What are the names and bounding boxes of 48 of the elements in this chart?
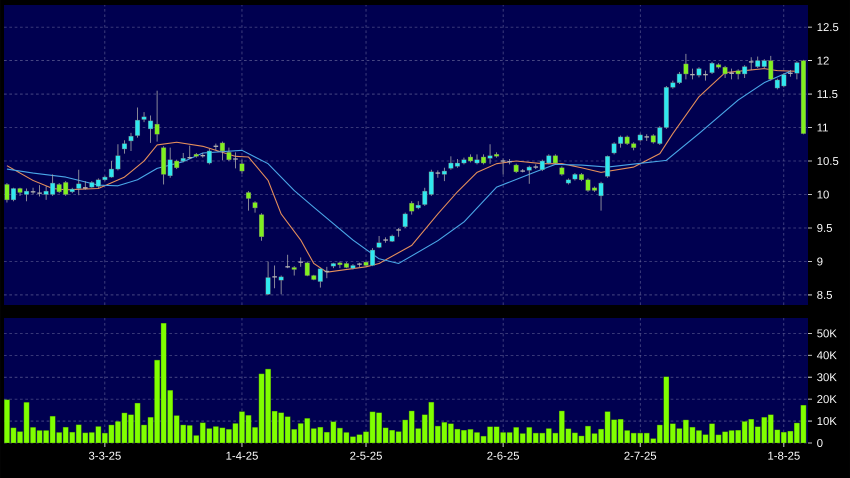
candlestick xyxy=(122,140,127,154)
candlestick xyxy=(239,159,244,174)
candlestick xyxy=(787,70,794,78)
y-tick-label: 20K xyxy=(817,395,837,404)
candlestick xyxy=(402,212,408,228)
x-tick-label: 2-5-25 xyxy=(350,452,382,460)
candlestick xyxy=(728,68,735,80)
x-tick-label: 3-3-25 xyxy=(88,452,121,460)
candlestick xyxy=(748,56,754,70)
y-tick-label: 10 xyxy=(818,190,829,199)
candlestick xyxy=(30,187,36,195)
x-tick-label: 2-6-25 xyxy=(487,452,520,460)
candlestick xyxy=(284,254,291,269)
y-tick-label: 40K xyxy=(816,351,837,360)
x-tick-label: 1-8-25 xyxy=(768,452,800,460)
candlestick xyxy=(220,141,225,161)
y-tick-label: 0 xyxy=(817,438,823,447)
y-tick-label: 10K xyxy=(818,417,837,426)
y-tick-label: 12.5 xyxy=(818,23,838,32)
candlestick xyxy=(186,145,193,160)
y-tick-label: 11.5 xyxy=(818,90,838,98)
y-tick-label: 10.5 xyxy=(818,157,838,166)
candlestick xyxy=(135,107,140,138)
candlestick xyxy=(212,143,219,151)
candlestick xyxy=(376,236,382,248)
candlestick xyxy=(246,190,251,211)
y-tick-label: 11 xyxy=(818,124,828,132)
candlestick xyxy=(689,68,696,80)
candlestick xyxy=(298,257,304,268)
candlestick xyxy=(266,261,271,296)
y-tick-label: 30K xyxy=(817,373,837,382)
y-tick-label: 50K xyxy=(817,329,837,338)
y-tick-label: 9 xyxy=(817,257,822,266)
candlestick xyxy=(36,184,43,197)
y-tick-label: 12 xyxy=(818,56,829,65)
candlestick xyxy=(272,265,278,289)
y-tick-label: 9.5 xyxy=(817,224,832,232)
candlestick xyxy=(506,158,513,165)
candlestick xyxy=(559,166,564,176)
candlestick xyxy=(259,212,264,242)
x-tick-label: 1-4-25 xyxy=(226,452,258,460)
candlestick xyxy=(128,132,134,152)
candlestick xyxy=(605,155,610,178)
candlestick xyxy=(702,70,708,82)
x-tick-label: 2-7-25 xyxy=(624,452,656,460)
candlestick xyxy=(142,112,147,123)
y-tick-label: 8.5 xyxy=(817,290,832,299)
candlestick xyxy=(252,200,258,213)
